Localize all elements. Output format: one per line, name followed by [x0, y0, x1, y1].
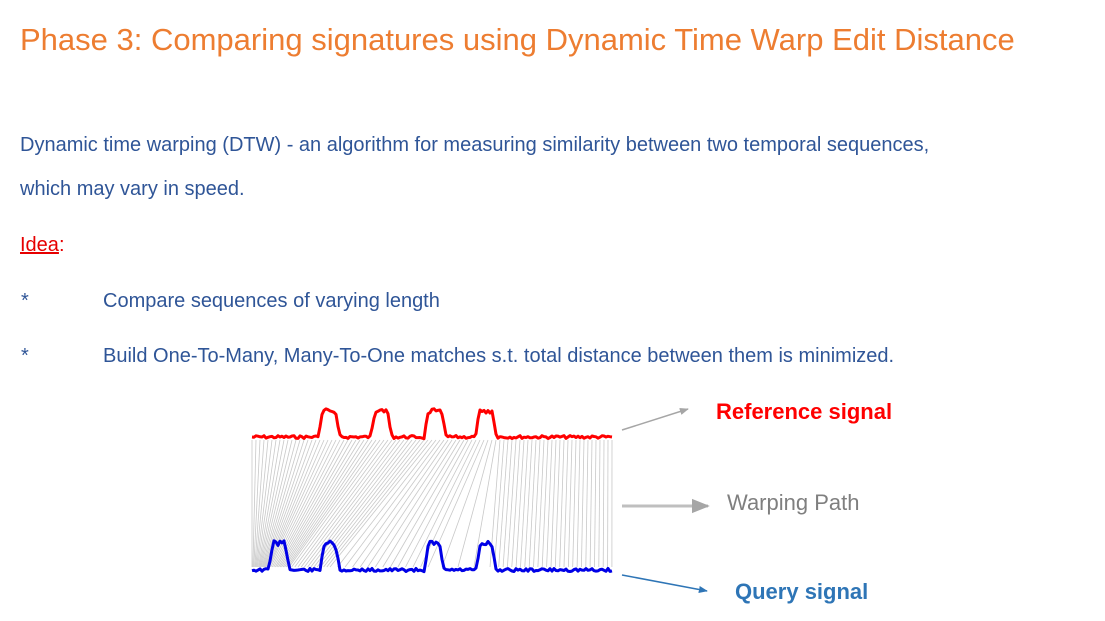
warping-link [559, 439, 565, 568]
warping-link [260, 439, 293, 568]
reference-signal-line [251, 407, 613, 441]
warping-link [457, 439, 493, 568]
warping-link [285, 439, 373, 568]
warping-link [568, 439, 573, 568]
warping-link [294, 439, 389, 568]
warping-link [367, 439, 453, 568]
warping-link [405, 439, 473, 568]
bullet-text: Compare sequences of varying length [103, 290, 440, 312]
warping-link [498, 439, 509, 568]
warping-link [287, 439, 377, 568]
warping-link [511, 439, 521, 568]
warping-link [533, 439, 541, 568]
warping-link [528, 439, 537, 568]
query-signal-label: Query signal [735, 579, 869, 604]
reference-arrow [621, 408, 689, 431]
reference-signal-label: Reference signal [716, 399, 893, 424]
warping-link [337, 439, 437, 568]
warping-link [494, 439, 505, 568]
warping-link [441, 439, 489, 568]
warping-link [323, 439, 425, 568]
warping-link [262, 439, 301, 568]
warping-link [550, 439, 557, 568]
warping-link [563, 439, 569, 568]
warping-link [252, 439, 257, 568]
warping-link [259, 439, 289, 568]
warping-link [420, 439, 481, 568]
warping-link [270, 439, 333, 568]
warping-link [313, 439, 413, 568]
warping-link [359, 439, 449, 568]
warping-link [261, 439, 297, 568]
description-line-2: which may vary in speed. [20, 178, 245, 200]
warping-link [258, 439, 281, 568]
warping-link [329, 439, 433, 568]
warping-link [507, 439, 517, 568]
query-signal-line [251, 539, 613, 574]
warping-link [279, 439, 357, 568]
warping-link [427, 439, 485, 568]
idea-heading: Idea: [20, 234, 65, 257]
warping-link [594, 439, 597, 568]
warping-link [297, 439, 393, 568]
warping-link [502, 439, 513, 568]
idea-colon: : [58, 234, 65, 256]
warping-link [572, 439, 577, 568]
warping-link [589, 439, 593, 568]
warping-link [254, 439, 265, 568]
idea-label: Idea [20, 234, 59, 256]
warping-link [276, 439, 349, 568]
warping-link [344, 439, 441, 568]
warping-path-label: Warping Path [727, 490, 860, 515]
warping-link [304, 439, 401, 568]
warping-link [291, 439, 385, 568]
warping-link [598, 439, 601, 568]
warping-link [288, 439, 381, 568]
warping-link [576, 439, 581, 568]
warping-link [473, 439, 497, 568]
warping-link [581, 439, 585, 568]
warping-link [267, 439, 321, 568]
query-arrow [621, 574, 708, 594]
warping-link [541, 439, 549, 568]
warping-link [266, 439, 317, 568]
warping-link [374, 439, 457, 568]
warping-link [537, 439, 545, 568]
warping-link [282, 439, 365, 568]
warping-link [326, 439, 429, 568]
warping-link [554, 439, 561, 568]
warping-path-lines [251, 439, 613, 568]
warping-link [255, 439, 269, 568]
warping-link [390, 439, 465, 568]
warping-link [253, 439, 261, 568]
warping-link [284, 439, 369, 568]
warping-link [257, 439, 277, 568]
page-title: Phase 3: Comparing signatures using Dyna… [20, 22, 1015, 57]
bullet-text: Build One-To-Many, Many-To-One matches s… [103, 345, 895, 367]
warping-link [271, 439, 337, 568]
warping-link [397, 439, 469, 568]
warping-link [520, 439, 529, 568]
warping-link [259, 439, 285, 568]
warping-link [524, 439, 533, 568]
bullet-marker: * [21, 345, 29, 367]
warping-link [275, 439, 345, 568]
warping-link [412, 439, 477, 568]
warping-link [310, 439, 409, 568]
warping-link [263, 439, 305, 568]
warping-link [382, 439, 461, 568]
bullet-marker: * [21, 290, 29, 312]
warping-link [320, 439, 421, 568]
warping-link [281, 439, 361, 568]
warping-link [352, 439, 445, 568]
warping-link [300, 439, 397, 568]
warping-link [278, 439, 353, 568]
warping-link [546, 439, 553, 568]
warping-link [585, 439, 589, 568]
warping-link [602, 439, 605, 568]
description-line-1: Dynamic time warping (DTW) - an algorith… [20, 134, 930, 156]
warping-link [515, 439, 525, 568]
warping-link [256, 439, 273, 568]
